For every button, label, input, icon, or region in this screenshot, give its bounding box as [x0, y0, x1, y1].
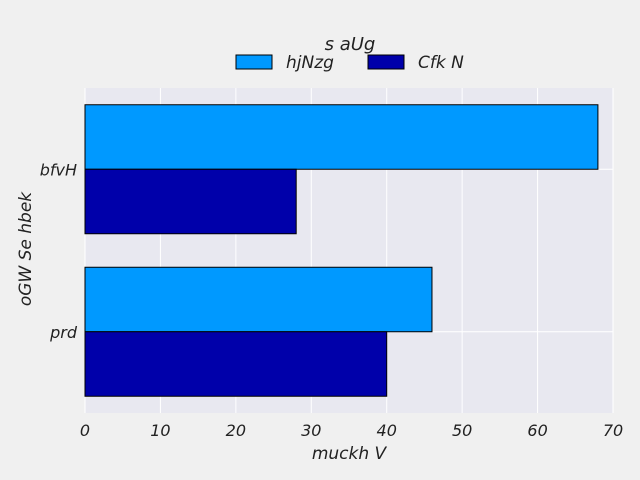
x-tick-label: 60: [527, 421, 547, 440]
bar: [84, 168, 297, 235]
legend-swatch: [235, 54, 273, 70]
bar: [84, 104, 599, 170]
y-tick-label: prd: [49, 323, 78, 342]
y-axis-label: oGW Se hbek: [16, 191, 36, 306]
x-tick-label: 10: [150, 421, 170, 440]
legend-label: hjNzg: [286, 53, 334, 73]
bar: [84, 266, 433, 333]
y-tick-label: bfvH: [40, 160, 77, 179]
legend-swatch: [367, 54, 405, 70]
plot-area: 0 10 20 30 40 50 60 70 bfvH prd: [40, 88, 623, 440]
x-tick-label: 0: [80, 421, 90, 440]
x-tick-label: 40: [377, 421, 397, 440]
bar: [84, 331, 388, 397]
legend-label: Cfk N: [418, 53, 464, 73]
legend: hjNzg Cfk N: [235, 53, 464, 73]
x-tick-label: 50: [452, 421, 472, 440]
x-tick-label: 30: [301, 421, 321, 440]
x-tick-label: 70: [603, 421, 623, 440]
x-axis-label: muckh V: [312, 444, 388, 464]
chart-title: s aUg: [325, 34, 376, 55]
x-tick-label: 20: [226, 421, 246, 440]
